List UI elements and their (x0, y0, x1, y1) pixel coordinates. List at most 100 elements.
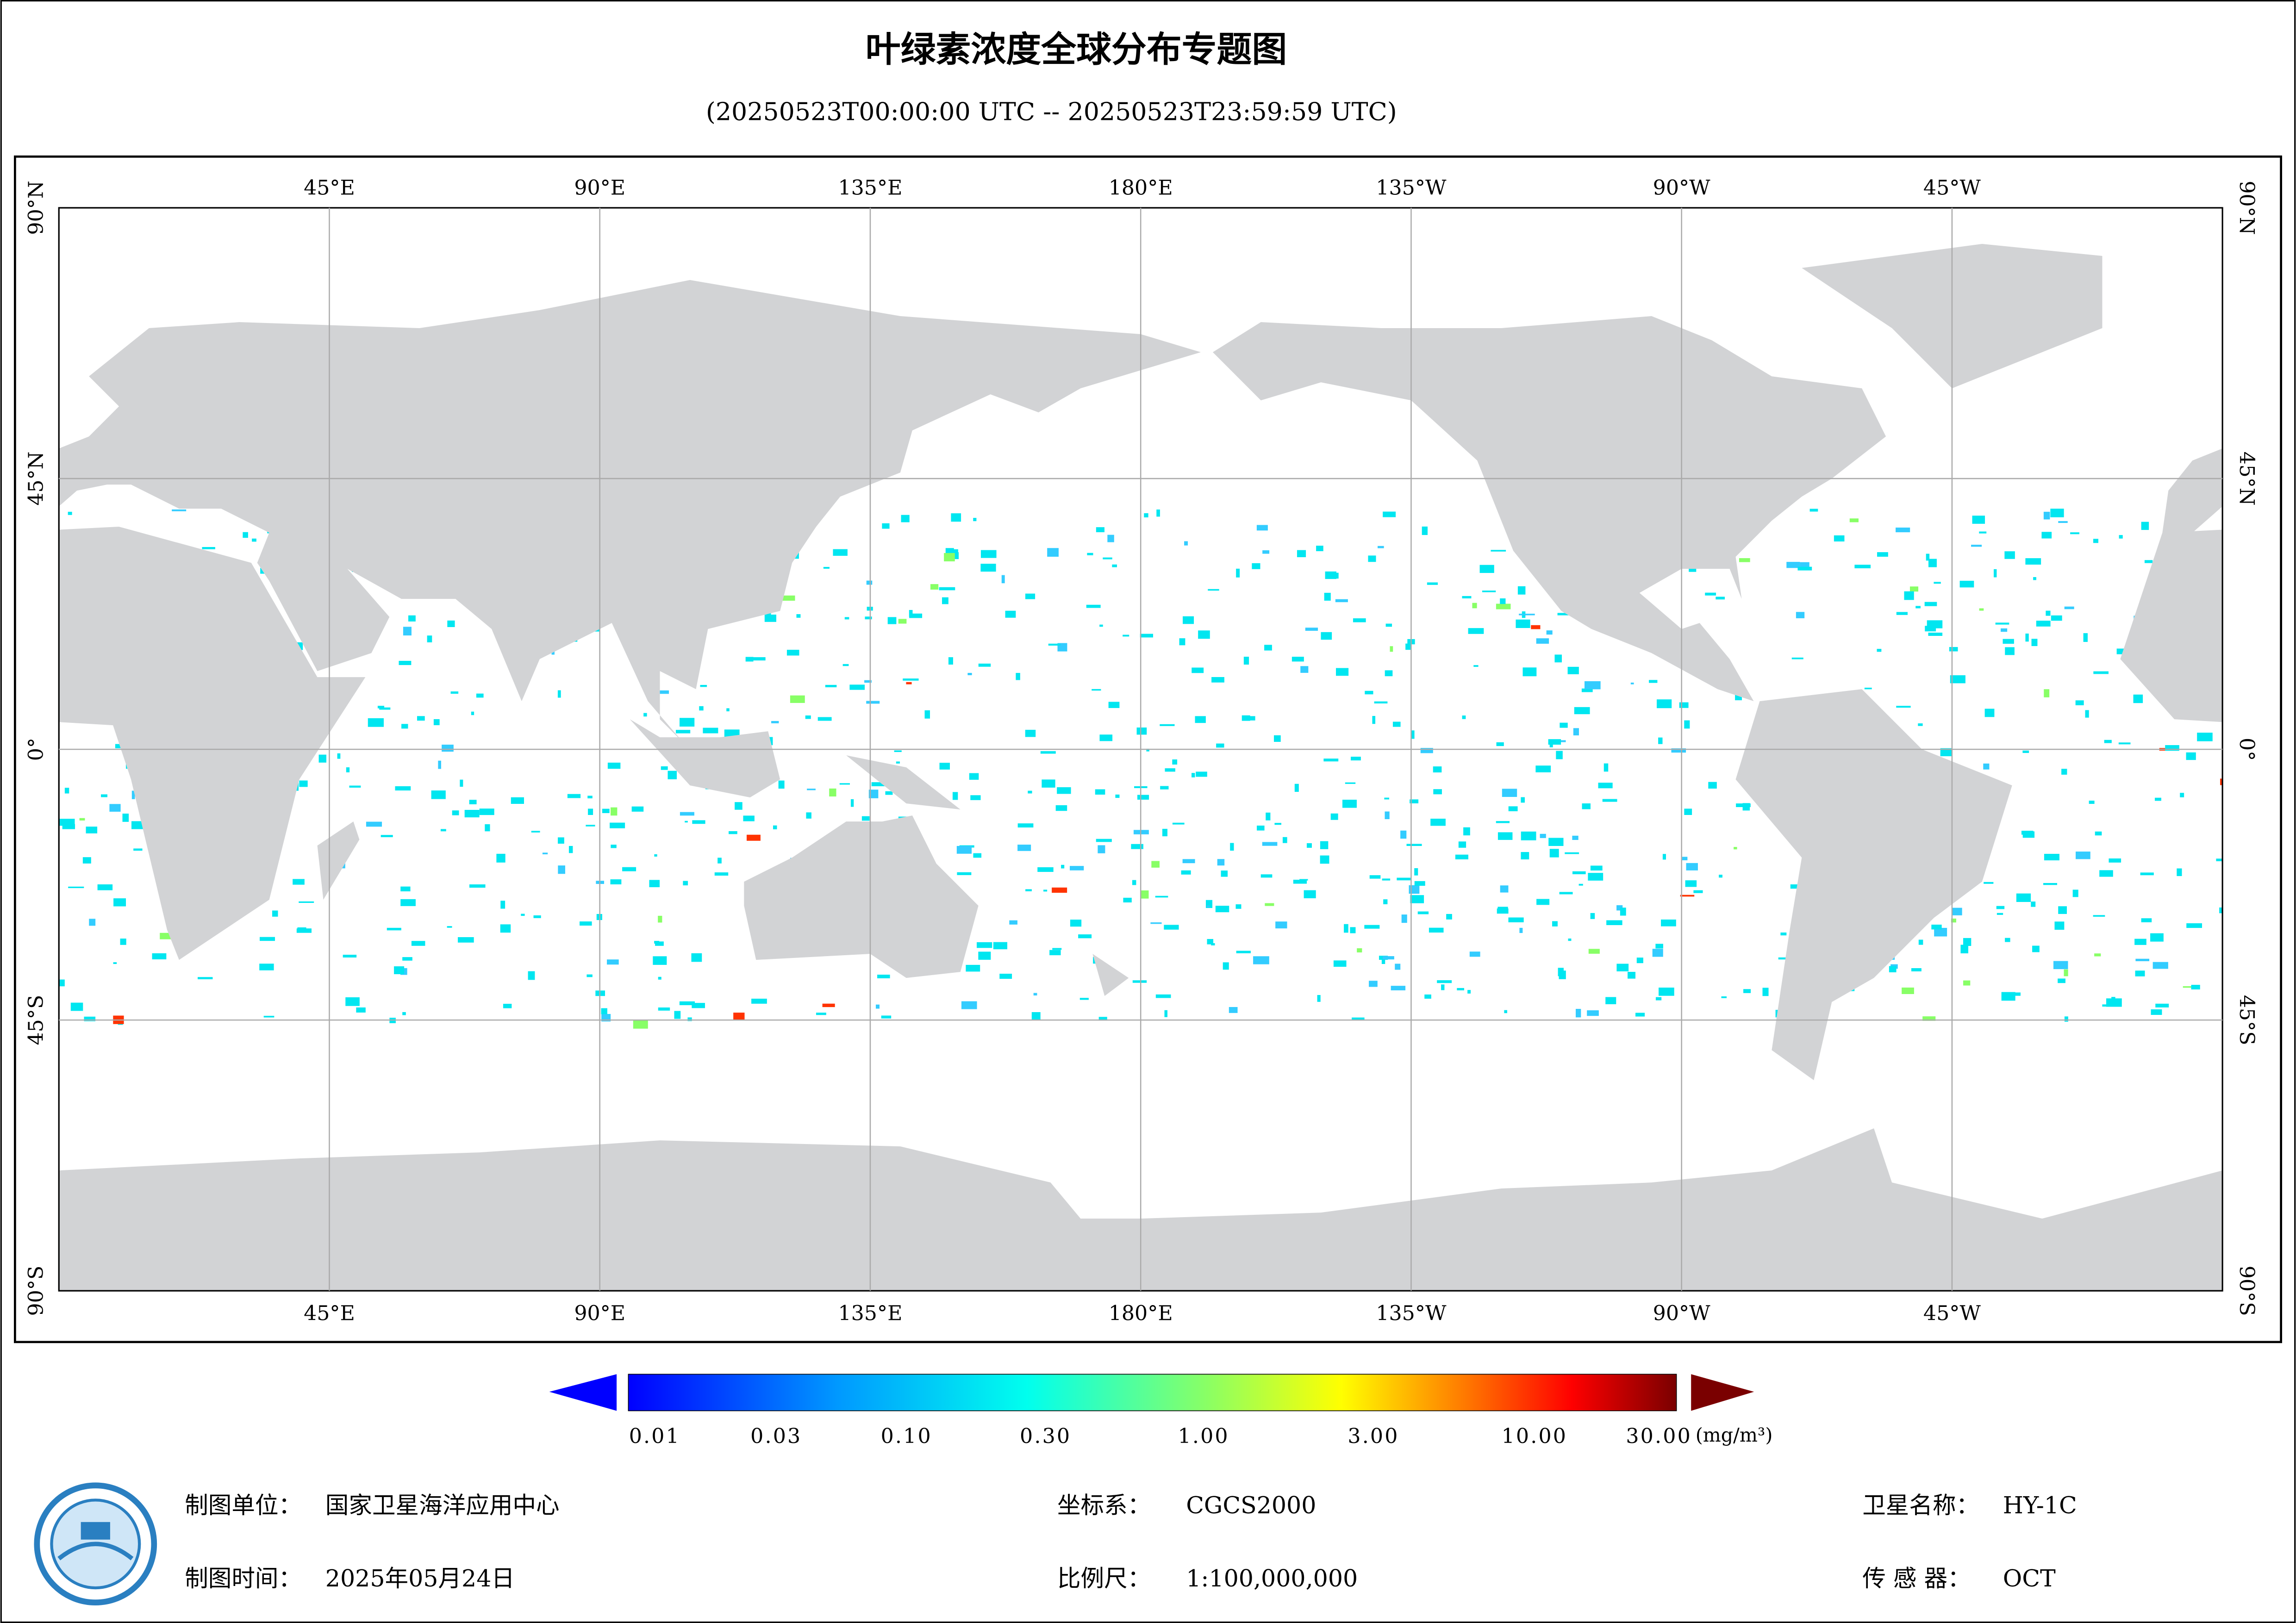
chlorophyll-patch (2043, 883, 2058, 885)
chlorophyll-patch (743, 815, 755, 821)
land (1212, 316, 1886, 702)
chlorophyll-patch (2095, 831, 2102, 836)
chlorophyll-patch (479, 808, 494, 815)
chlorophyll-patch (1345, 782, 1356, 784)
chlorophyll-patch (1098, 845, 1105, 853)
chlorophyll-patch (1049, 950, 1061, 956)
chlorophyll-patch (1716, 597, 1725, 600)
chlorophyll-patch (823, 566, 830, 569)
lat-label-left: 45°N (24, 451, 48, 505)
chlorophyll-patch (1369, 875, 1381, 879)
chlorophyll-patch (1809, 509, 1818, 512)
chlorophyll-patch (1496, 603, 1511, 609)
chlorophyll-patch (718, 858, 722, 864)
chlorophyll-patch (1136, 728, 1147, 735)
chlorophyll-patch (82, 857, 91, 864)
chlorophyll-patch (1984, 709, 1995, 717)
chlorophyll-patch (1052, 887, 1067, 893)
chlorophyll-patch (1995, 622, 2009, 625)
chlorophyll-patch (1924, 602, 1937, 606)
chlorophyll-patch (2041, 532, 2052, 539)
chlorophyll-patch (1252, 563, 1260, 569)
chlorophyll-patch (2133, 694, 2143, 703)
map-frame (14, 155, 2282, 1343)
chlorophyll-patch (1560, 722, 1568, 728)
chlorophyll-patch (1516, 619, 1530, 628)
colorbar (628, 1374, 1677, 1412)
chlorophyll-patch (152, 953, 167, 959)
chlorophyll-patch (1743, 989, 1751, 993)
chlorophyll-patch (1462, 596, 1472, 598)
chlorophyll-patch (1414, 868, 1418, 876)
chlorophyll-patch (1297, 550, 1306, 557)
land (846, 755, 961, 810)
chlorophyll-patch (1519, 614, 1535, 616)
footer-value: OCT (2003, 1565, 2056, 1592)
chlorophyll-patch (1573, 728, 1579, 736)
chlorophyll-patch (692, 1003, 705, 1008)
chlorophyll-patch (1414, 881, 1425, 886)
chlorophyll-patch (1265, 903, 1274, 906)
chlorophyll-patch (970, 795, 981, 800)
chlorophyll-patch (1028, 790, 1032, 794)
chlorophyll-patch (1086, 604, 1101, 608)
chlorophyll-patch (586, 825, 595, 827)
chlorophyll-patch (1762, 988, 1769, 996)
chlorophyll-patch (84, 1016, 96, 1021)
chlorophyll-patch (773, 825, 777, 830)
chlorophyll-patch (2140, 872, 2154, 876)
chlorophyll-patch (699, 706, 704, 711)
chlorophyll-patch (2104, 740, 2112, 743)
chlorophyll-patch (1911, 968, 1922, 971)
chlorophyll-patch (558, 865, 565, 874)
chlorophyll-patch (2109, 858, 2121, 863)
chlorophyll-patch (1292, 657, 1304, 662)
chlorophyll-patch (2025, 558, 2041, 565)
chlorophyll-patch (1033, 993, 1037, 996)
chlorophyll-patch (1192, 667, 1204, 673)
chlorophyll-patch (464, 810, 480, 818)
chlorophyll-patch (1896, 706, 1911, 708)
chlorophyll-patch (1364, 925, 1380, 929)
chlorophyll-patch (1552, 921, 1558, 927)
chlorophyll-patch (293, 879, 305, 885)
chlorophyll-patch (113, 962, 117, 964)
chlorophyll-patch (1433, 789, 1442, 795)
chlorophyll-patch (611, 807, 618, 816)
chlorophyll-patch (909, 610, 913, 617)
chlorophyll-patch (1996, 906, 2005, 909)
chlorophyll-patch (1497, 908, 1509, 914)
chlorophyll-patch (655, 941, 664, 946)
chlorophyll-patch (343, 955, 357, 958)
chlorophyll-patch (1400, 830, 1407, 839)
chlorophyll-patch (68, 511, 72, 515)
chlorophyll-patch (658, 976, 661, 980)
chlorophyll-patch (1406, 844, 1422, 846)
chlorophyll-patch (2093, 671, 2109, 674)
chlorophyll-patch (844, 617, 849, 620)
chlorophyll-patch (1889, 966, 1897, 972)
chlorophyll-patch (1273, 735, 1281, 742)
chlorophyll-patch (1192, 773, 1195, 777)
chlorophyll-patch (807, 789, 816, 790)
chlorophyll-patch (1382, 878, 1391, 881)
chlorophyll-patch (2216, 858, 2223, 861)
chlorophyll-patch (2005, 938, 2010, 942)
chlorophyll-patch (871, 782, 888, 786)
chlorophyll-patch (458, 937, 474, 943)
chlorophyll-patch (411, 941, 425, 946)
chlorophyll-patch (1739, 558, 1750, 562)
chlorophyll-patch (2150, 933, 2164, 942)
chlorophyll-patch (1410, 799, 1419, 803)
chlorophyll-patch (1266, 812, 1271, 821)
chlorophyll-patch (1299, 879, 1308, 881)
chlorophyll-patch (2058, 906, 2067, 914)
chlorophyll-patch (1834, 535, 1845, 542)
chlorophyll-patch (2016, 893, 2031, 902)
chlorophyll-patch (687, 1017, 692, 1021)
chlorophyll-patch (1951, 918, 1956, 923)
land (317, 821, 360, 900)
chlorophyll-patch (2044, 853, 2059, 861)
colorbar-label: 30.00 (1626, 1424, 1692, 1448)
chlorophyll-patch (866, 701, 880, 704)
